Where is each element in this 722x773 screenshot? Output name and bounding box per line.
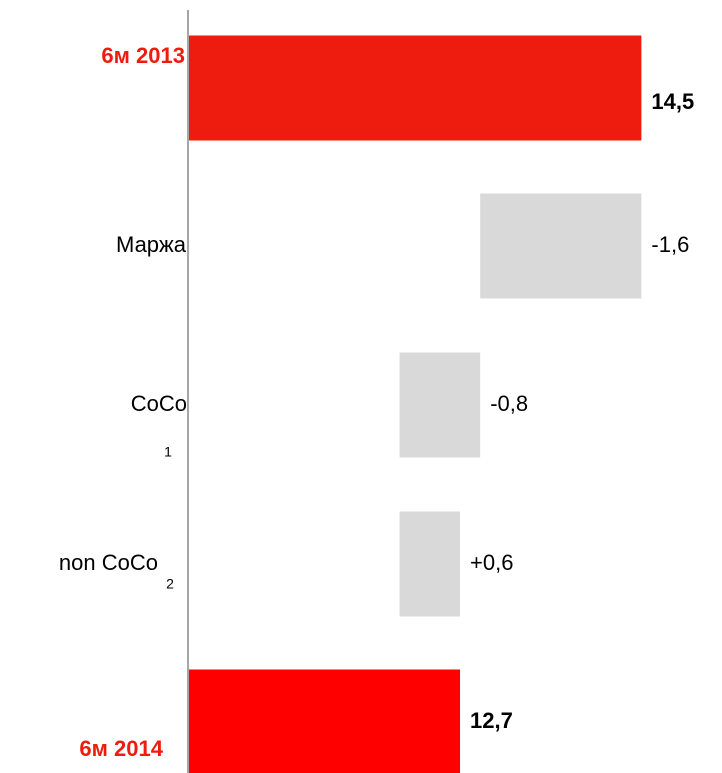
value-label: 12,7: [470, 708, 513, 733]
value-label: -0,8: [490, 391, 528, 416]
bar: [480, 193, 642, 299]
footnote-mark: 1: [164, 444, 172, 460]
value-label: -1,6: [651, 232, 689, 257]
category-label: non CoCo: [59, 550, 158, 575]
bar: [189, 669, 461, 773]
value-label: +0,6: [470, 550, 513, 575]
category-label: Маржа: [116, 232, 187, 257]
footnote-mark: 2: [166, 576, 174, 592]
bar: [399, 352, 481, 458]
category-label: 6м 2014: [79, 736, 163, 761]
value-label: 14,5: [651, 89, 694, 114]
bar: [399, 511, 461, 617]
bar: [189, 35, 642, 141]
category-label: 6м 2013: [101, 43, 185, 68]
category-label: CoCo: [131, 391, 187, 416]
